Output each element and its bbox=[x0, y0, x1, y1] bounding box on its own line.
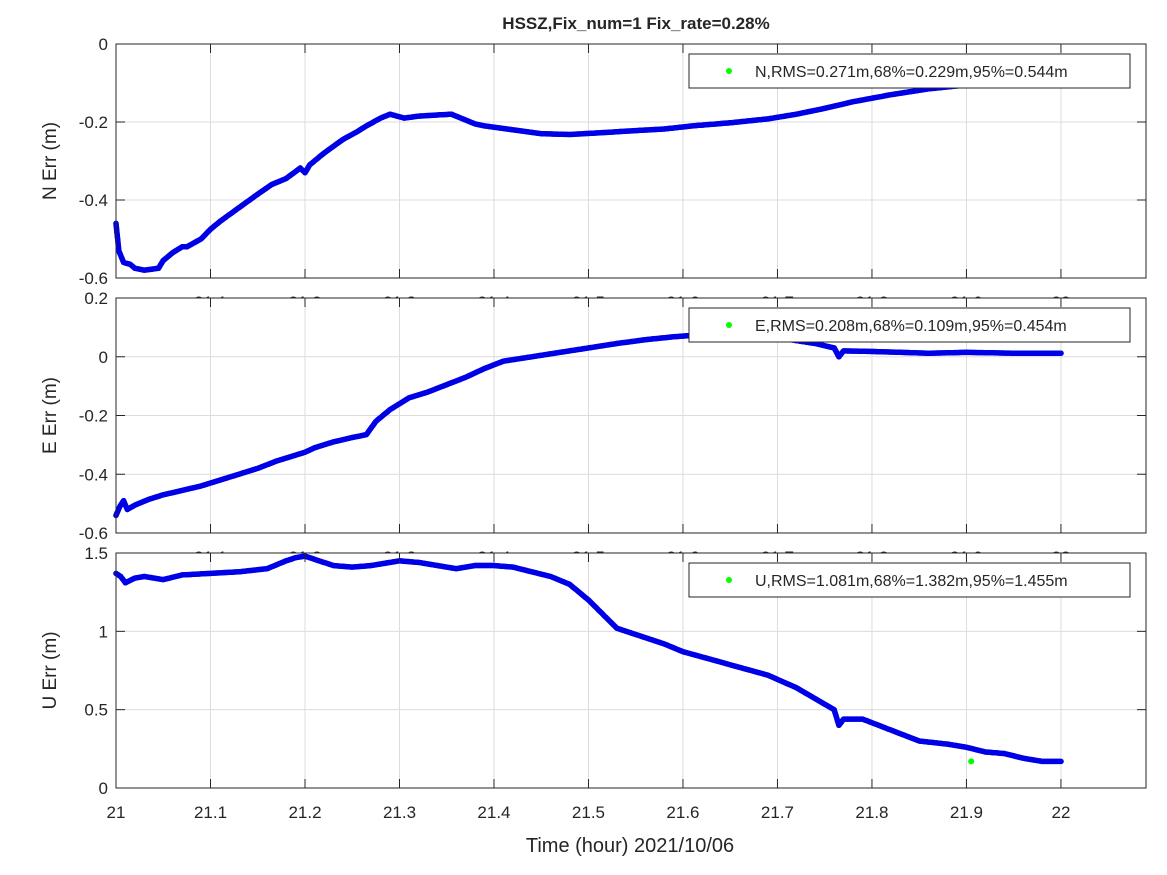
legend-marker bbox=[726, 68, 732, 74]
y-tick-label: 0.2 bbox=[84, 289, 108, 308]
fix-point bbox=[968, 758, 975, 765]
x-tick-label: 21.9 bbox=[950, 803, 983, 822]
y-tick-label: -0.4 bbox=[79, 465, 108, 484]
subplots: 0 -0.2 -0.4 -0.6 21.1 21.2 21.3 21.4 21.5 21.6 21.… bbox=[40, 35, 1147, 822]
x-axis-label: Time (hour) 2021/10/06 bbox=[526, 835, 734, 857]
x-tick-label: 21.3 bbox=[383, 803, 416, 822]
legend-marker bbox=[726, 577, 732, 583]
y-tick-label: -0.6 bbox=[79, 269, 108, 288]
y-tick-label: 0 bbox=[99, 348, 108, 367]
x-tick-label: 22 bbox=[1051, 803, 1070, 822]
subplot-n: 0-0.2-0.4-0.621.121.221.321.421.521.621.… bbox=[40, 35, 1147, 312]
legend-box bbox=[688, 53, 1131, 89]
y-tick-label: -0.6 bbox=[79, 524, 108, 543]
y-tick-label: 0.5 bbox=[84, 701, 108, 720]
subplot-u: 1.5 1 0.5 0 21 21.1 21.2 21.3 21.4 21.5 21.6 21.7 21… bbox=[40, 544, 1147, 822]
axes-box bbox=[115, 552, 1147, 789]
legend-box bbox=[688, 562, 1131, 598]
figure-title: HSSZ,Fix_num=1 Fix_rate=0.28% bbox=[502, 14, 769, 33]
legend-entry: U,RMS=1.081m,68%=1.382m,95%=1.455m bbox=[755, 573, 1068, 590]
y-tick-label: -0.2 bbox=[79, 407, 108, 426]
y-axis-label: U Err (m) bbox=[40, 631, 61, 709]
x-tick-label: 21.5 bbox=[572, 803, 605, 822]
x-tick-label: 21.2 bbox=[288, 803, 321, 822]
y-axis-label: N Err (m) bbox=[40, 122, 61, 200]
y-tick-label: 0 bbox=[99, 779, 108, 798]
legend-entry: E,RMS=0.208m,68%=0.109m,95%=0.454m bbox=[755, 318, 1067, 335]
legend-entry: N,RMS=0.271m,68%=0.229m,95%=0.544m bbox=[755, 64, 1068, 81]
y-tick-label: -0.4 bbox=[79, 191, 108, 210]
y-axis-label: E Err (m) bbox=[40, 377, 61, 454]
y-tick-label: 0 bbox=[99, 35, 108, 54]
data-point bbox=[1058, 350, 1064, 356]
data-point bbox=[1058, 758, 1064, 765]
x-tick-label: 21.7 bbox=[761, 803, 794, 822]
subplot-e: 0.20-0.2-0.4-0.621.121.221.321.421.521.6… bbox=[40, 289, 1147, 567]
x-tick-label: 21 bbox=[107, 803, 126, 822]
y-tick-label: 1 bbox=[99, 622, 108, 641]
y-tick-label: 1.5 bbox=[84, 544, 108, 563]
x-tick-label: 21.1 bbox=[194, 803, 227, 822]
legend-marker bbox=[726, 322, 732, 328]
legend-box bbox=[688, 307, 1131, 343]
x-tick-label: 21.4 bbox=[477, 803, 510, 822]
y-tick-label: -0.2 bbox=[79, 113, 108, 132]
x-tick-label: 21.6 bbox=[666, 803, 699, 822]
axes-box bbox=[115, 43, 1147, 279]
x-tick-label: 21.8 bbox=[855, 803, 888, 822]
